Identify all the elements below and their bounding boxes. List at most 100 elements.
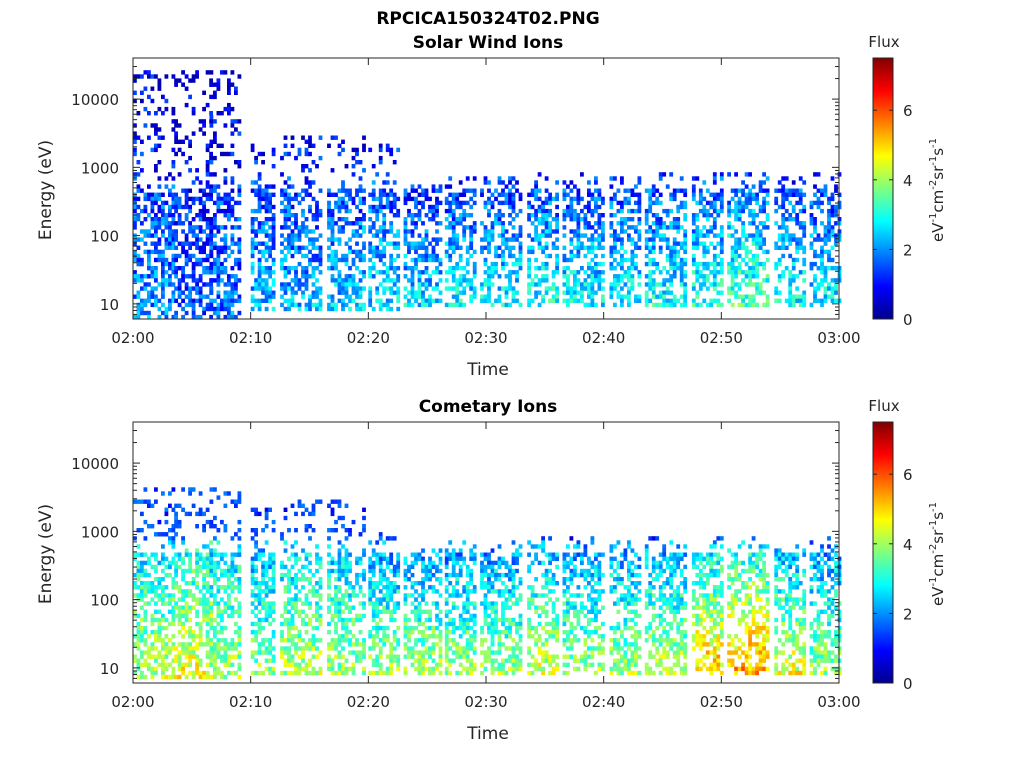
flux-cell [712,180,717,185]
flux-cell [494,188,498,193]
flux-cell [198,638,203,643]
flux-cell [171,298,176,303]
x-tick-label: 02:40 [582,329,625,347]
flux-cell [348,274,352,279]
flux-cell [389,298,394,303]
flux-cell [174,135,178,140]
flux-cell [337,560,342,566]
flux-cell [504,294,509,299]
flux-cell [290,544,295,549]
flux-cell [250,298,255,303]
flux-cell [171,204,176,210]
flux-cell [504,237,509,242]
flux-cell [594,266,598,271]
flux-cell [403,642,408,647]
flux-cell [511,208,516,214]
flux-cell [220,200,224,206]
flux-cell [271,572,276,578]
flux-cell [318,638,323,643]
flux-cell [174,229,178,234]
flux-cell [150,589,155,594]
flux-cell [541,204,545,210]
flux-cell [297,556,302,561]
flux-cell [648,278,653,283]
flux-cell [223,674,228,680]
flux-cell [230,581,235,586]
flux-cell [133,151,137,157]
flux-cell [154,630,158,635]
flux-cell [576,225,581,230]
flux-cell [830,176,835,181]
flux-cell [683,245,688,250]
flux-cell [569,213,574,218]
flux-cell [257,200,262,206]
flux-cell [157,532,162,537]
flux-cell [587,282,591,287]
flux-cell [410,654,415,659]
flux-cell [480,294,484,299]
flux-cell [744,261,749,267]
flux-cell [198,491,203,496]
flux-cell [392,634,397,639]
flux-cell [297,225,302,230]
flux-cell [327,605,331,610]
flux-cell [774,200,779,206]
flux-cell [634,200,638,206]
flux-cell [741,298,745,303]
flux-cell [827,253,831,259]
flux-cell [344,589,349,594]
flux-cell [230,605,235,610]
flux-cell [744,249,749,255]
flux-cell [480,282,484,287]
flux-cell [143,70,148,75]
flux-cell [613,237,617,242]
flux-cell [385,593,390,598]
flux-cell [315,266,319,271]
flux-cell [205,519,210,525]
flux-cell [223,200,228,206]
flux-cell [283,621,288,627]
flux-cell [150,674,155,680]
flux-cell [744,192,749,197]
flux-cell [403,237,408,242]
flux-cell [407,625,411,631]
flux-cell [237,261,242,267]
flux-cell [198,225,203,230]
flux-cell [382,609,387,614]
flux-cell [318,155,323,161]
flux-cell [174,274,178,279]
flux-cell [341,282,345,287]
flux-cell [341,184,345,189]
flux-cell [644,213,649,218]
flux-cell [403,217,408,222]
flux-cell [280,294,284,299]
flux-cell [448,237,453,242]
flux-cell [268,605,272,610]
flux-cell [534,266,538,271]
flux-cell [371,670,376,676]
flux-cell [188,155,192,161]
flux-cell [184,257,189,263]
flux-cell [798,196,803,202]
flux-cell [691,217,696,222]
flux-cell [334,302,338,308]
flux-cell [362,670,366,676]
flux-cell [254,564,258,570]
flux-cell [308,605,312,610]
flux-cell [483,233,488,238]
flux-cell [351,261,356,267]
flux-cell [250,143,255,148]
flux-cell [501,213,505,218]
flux-cell [410,274,415,279]
flux-cell [202,577,206,582]
flux-cell [280,200,284,206]
flux-cell [480,237,484,242]
flux-cell [223,241,228,246]
flux-cell [205,184,210,189]
flux-cell [304,556,309,561]
flux-cell [230,70,235,75]
flux-cell [237,266,242,271]
flux-cell [171,290,176,295]
flux-cell [334,642,338,647]
flux-cell [620,237,624,242]
